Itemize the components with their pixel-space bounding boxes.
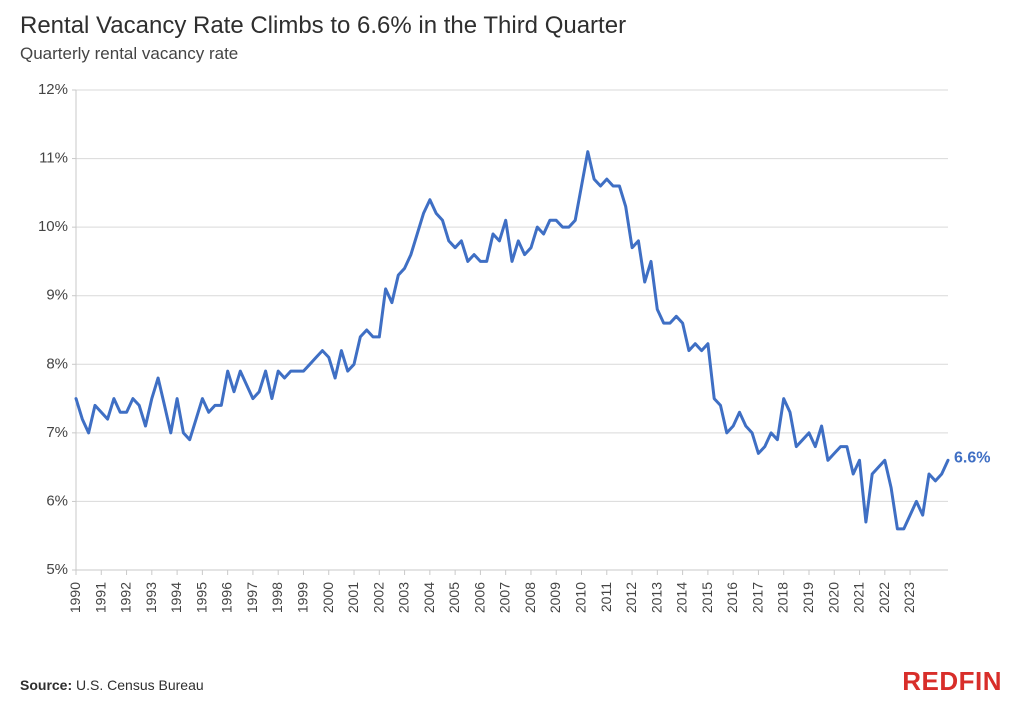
xtick-label: 2018 [775,582,791,613]
xtick-label: 2013 [648,582,664,613]
xtick-label: 2007 [497,582,513,613]
xtick-label: 2015 [699,582,715,613]
source-text: Source: U.S. Census Bureau [20,677,204,693]
end-data-label: 6.6% [954,450,990,467]
xtick-label: 2003 [396,582,412,613]
ytick-label: 8% [46,355,68,372]
vacancy-series-line [76,152,948,529]
xtick-label: 2012 [623,582,639,613]
xtick-label: 2002 [370,582,386,613]
xtick-label: 2011 [598,582,614,612]
xtick-label: 1993 [143,582,159,613]
xtick-label: 2022 [876,582,892,613]
ytick-label: 10% [38,218,68,235]
xtick-label: 2000 [320,582,336,613]
xtick-label: 1992 [118,582,134,613]
ytick-label: 5% [46,561,68,578]
xtick-label: 2023 [901,582,917,613]
xtick-label: 2006 [471,582,487,613]
ytick-label: 6% [46,492,68,509]
xtick-label: 1995 [193,582,209,613]
xtick-label: 2016 [724,582,740,613]
xtick-label: 1999 [294,582,310,613]
xtick-label: 2009 [547,582,563,613]
xtick-label: 1998 [269,582,285,613]
xtick-label: 1994 [168,582,184,613]
xtick-label: 1990 [67,582,83,613]
vacancy-line-chart: 5% 6% 7% 8% 9% 10% 11% 12% 1990 1991 1992 1993 1994 1… [20,80,1004,650]
xtick-label: 2005 [446,582,462,613]
chart-subtitle: Quarterly rental vacancy rate [20,44,238,64]
xtick-label: 2014 [674,582,690,613]
chart-container: Rental Vacancy Rate Climbs to 6.6% in th… [0,0,1024,709]
xtick-label: 2021 [851,582,867,613]
xtick-label: 1991 [92,582,108,613]
source-label: Source: [20,677,72,693]
xtick-label: 2020 [825,582,841,613]
chart-title: Rental Vacancy Rate Climbs to 6.6% in th… [20,12,626,40]
ytick-label: 9% [46,287,68,304]
xtick-label: 2001 [345,582,361,613]
xtick-label: 2017 [749,582,765,613]
xtick-label: 1996 [219,582,235,613]
xtick-label: 2008 [522,582,538,613]
ytick-label: 11% [39,150,68,167]
xtick-label: 2004 [421,582,437,613]
xtick-label: 1997 [244,582,260,613]
ytick-label: 7% [46,424,68,441]
redfin-logo: REDFIN [902,666,1002,697]
xtick-label: 2019 [800,582,816,613]
source-value: U.S. Census Bureau [76,677,204,693]
ytick-label: 12% [38,81,68,98]
xtick-label: 2010 [573,582,589,613]
